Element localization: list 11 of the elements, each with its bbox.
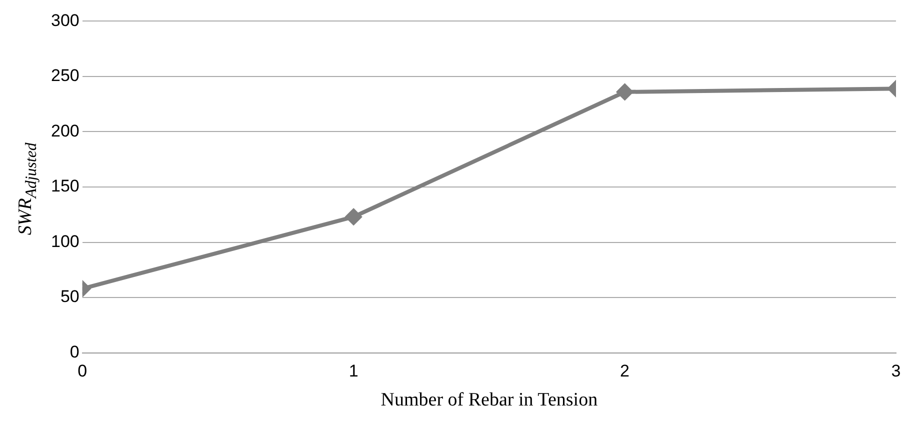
- x-tick-label: 2: [620, 362, 630, 381]
- y-tick-label: 100: [50, 232, 80, 251]
- y-tick-label: 200: [50, 121, 80, 140]
- y-tick-label: 300: [50, 10, 80, 30]
- y-tick-label: 50: [60, 287, 80, 306]
- x-tick-label: 3: [891, 362, 901, 381]
- y-tick-label: 250: [50, 66, 80, 86]
- x-axis-title: Number of Rebar in Tension: [380, 390, 598, 411]
- x-tick-label: 1: [348, 362, 358, 381]
- y-tick-label: 0: [70, 342, 80, 362]
- y-tick-label: 150: [50, 176, 80, 196]
